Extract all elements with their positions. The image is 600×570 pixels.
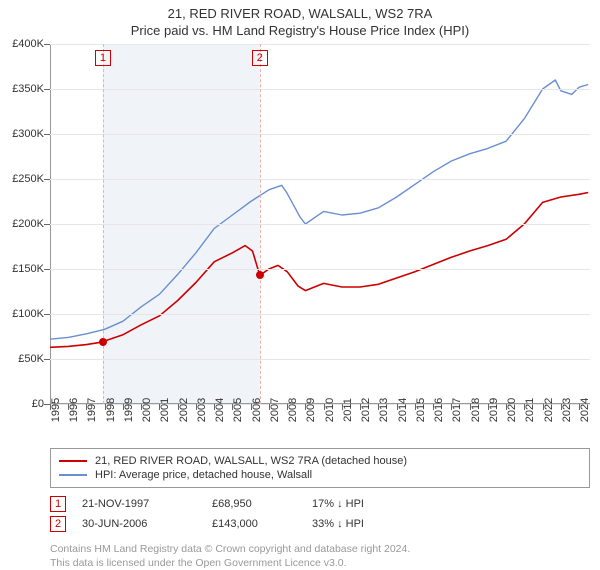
x-axis-label: 2018 [470, 398, 482, 422]
event-price: £68,950 [212, 498, 312, 510]
x-axis-label: 1996 [68, 398, 80, 422]
y-tick [44, 224, 50, 225]
x-axis-label: 2013 [378, 398, 390, 422]
x-axis-label: 1997 [86, 398, 98, 422]
x-axis-label: 2006 [251, 398, 263, 422]
x-axis-label: 2015 [415, 398, 427, 422]
series-hpi [50, 80, 588, 339]
event-row: 2 30-JUN-2006£143,00033% ↓ HPI [50, 516, 590, 532]
x-axis-label: 2020 [506, 398, 518, 422]
legend-item: 21, RED RIVER ROAD, WALSALL, WS2 7RA (de… [59, 455, 581, 467]
sale-marker-line [260, 44, 261, 404]
event-date: 21-NOV-1997 [82, 498, 212, 510]
legend-label: 21, RED RIVER ROAD, WALSALL, WS2 7RA (de… [95, 455, 407, 467]
grid-line [50, 179, 590, 180]
y-axis-label: £400K [12, 38, 44, 50]
event-pct: 17% ↓ HPI [312, 498, 382, 510]
y-axis-label: £100K [12, 308, 44, 320]
grid-line [50, 269, 590, 270]
grid-line [50, 134, 590, 135]
sale-marker-line [103, 44, 104, 404]
x-axis-label: 2016 [433, 398, 445, 422]
event-price: £143,000 [212, 518, 312, 530]
x-axis-label: 2022 [543, 398, 555, 422]
y-axis-label: £200K [12, 218, 44, 230]
footer-line2: This data is licensed under the Open Gov… [50, 556, 590, 570]
y-axis-label: £250K [12, 173, 44, 185]
y-tick [44, 134, 50, 135]
legend-label: HPI: Average price, detached house, Wals… [95, 469, 312, 481]
x-axis-label: 2019 [488, 398, 500, 422]
x-axis-label: 2000 [141, 398, 153, 422]
x-axis-label: 2010 [324, 398, 336, 422]
x-axis-label: 2004 [214, 398, 226, 422]
x-axis-label: 1995 [50, 398, 62, 422]
sale-point [99, 338, 107, 346]
x-axis-label: 2001 [159, 398, 171, 422]
sale-point [256, 271, 264, 279]
x-axis-label: 2009 [305, 398, 317, 422]
x-axis-label: 2008 [287, 398, 299, 422]
footer-line1: Contains HM Land Registry data © Crown c… [50, 542, 590, 556]
y-tick [44, 269, 50, 270]
sale-marker-box: 1 [95, 50, 111, 66]
title-block: 21, RED RIVER ROAD, WALSALL, WS2 7RA Pri… [0, 0, 600, 40]
chart-plot-area: £0£50K£100K£150K£200K£250K£300K£350K£400… [50, 44, 590, 404]
x-axis-label: 2014 [397, 398, 409, 422]
y-axis-label: £0 [32, 398, 44, 410]
x-axis-label: 2024 [579, 398, 591, 422]
legend: 21, RED RIVER ROAD, WALSALL, WS2 7RA (de… [50, 448, 590, 488]
event-pct: 33% ↓ HPI [312, 518, 382, 530]
x-axis-label: 2002 [178, 398, 190, 422]
grid-line [50, 89, 590, 90]
legend-swatch [59, 460, 87, 462]
y-tick [44, 314, 50, 315]
y-tick [44, 89, 50, 90]
grid-line [50, 224, 590, 225]
y-tick [44, 179, 50, 180]
x-axis-label: 2023 [561, 398, 573, 422]
x-axis-label: 1999 [123, 398, 135, 422]
x-axis-label: 2011 [342, 398, 354, 422]
legend-item: HPI: Average price, detached house, Wals… [59, 469, 581, 481]
chart-title-address: 21, RED RIVER ROAD, WALSALL, WS2 7RA [0, 6, 600, 21]
x-axis-label: 2012 [360, 398, 372, 422]
chart-container: 21, RED RIVER ROAD, WALSALL, WS2 7RA Pri… [0, 0, 600, 560]
legend-swatch [59, 474, 87, 476]
x-axis-label: 2007 [269, 398, 281, 422]
grid-line [50, 44, 590, 45]
y-axis-label: £50K [18, 353, 44, 365]
y-axis-label: £350K [12, 83, 44, 95]
y-axis-label: £300K [12, 128, 44, 140]
x-axis-label: 2003 [196, 398, 208, 422]
y-tick [44, 359, 50, 360]
x-axis-label: 1998 [105, 398, 117, 422]
grid-line [50, 314, 590, 315]
y-tick [44, 44, 50, 45]
x-axis-label: 2005 [232, 398, 244, 422]
event-row: 1 21-NOV-1997£68,95017% ↓ HPI [50, 496, 590, 512]
event-index-box: 2 [50, 516, 66, 532]
footer-attribution: Contains HM Land Registry data © Crown c… [50, 542, 590, 570]
x-axis-label: 2017 [451, 398, 463, 422]
grid-line [50, 359, 590, 360]
sale-marker-box: 2 [252, 50, 268, 66]
chart-title-sub: Price paid vs. HM Land Registry's House … [0, 23, 600, 38]
y-axis-label: £150K [12, 263, 44, 275]
event-date: 30-JUN-2006 [82, 518, 212, 530]
x-axis-label: 2021 [524, 398, 536, 422]
event-list: 1 21-NOV-1997£68,95017% ↓ HPI 2 30-JUN-2006… [50, 496, 590, 532]
event-index-box: 1 [50, 496, 66, 512]
